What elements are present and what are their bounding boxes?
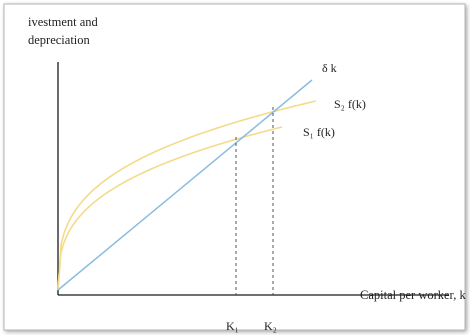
depreciation-line-label: δ k <box>322 61 337 75</box>
depreciation-line <box>57 79 313 291</box>
lower-curve-label: S₁ f(k) <box>303 125 335 139</box>
x-axis-label: Capital per worker, k <box>360 288 466 302</box>
k2-tick-label: K₂ <box>264 319 277 333</box>
upper-curve-label: S₂ f(k) <box>334 97 366 111</box>
lower-saving-curve <box>57 126 283 291</box>
k1-tick-label: K₁ <box>226 319 239 333</box>
y-axis-label-line1: ivestment and <box>28 15 99 29</box>
y-axis-label-line2: depreciation <box>28 33 91 47</box>
page-border <box>3 3 466 331</box>
